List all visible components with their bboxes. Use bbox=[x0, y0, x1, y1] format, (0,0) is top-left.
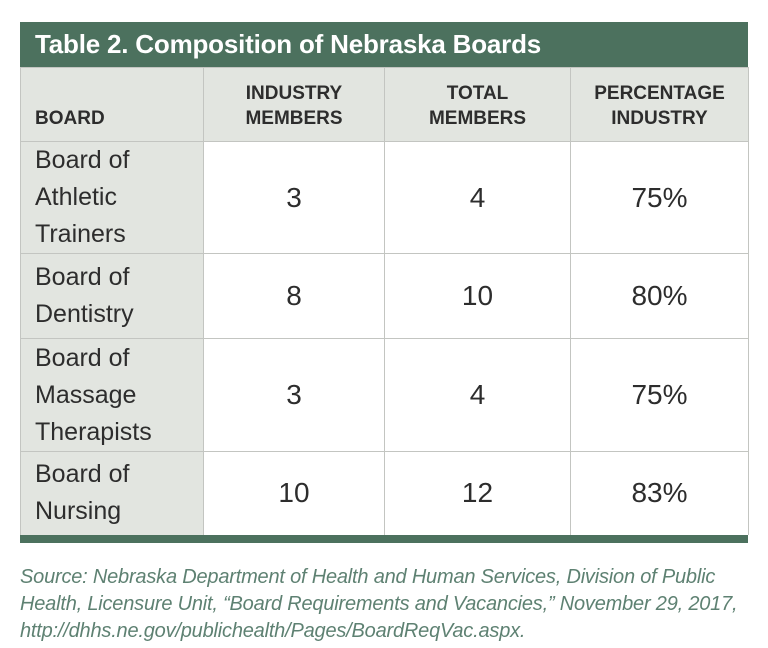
nebraska-boards-table: BOARD INDUSTRY MEMBERS TOTAL MEMBERS PER… bbox=[20, 67, 749, 535]
total-members-cell: 12 bbox=[384, 451, 571, 535]
total-members-cell: 4 bbox=[384, 141, 571, 254]
column-header-board: BOARD bbox=[20, 67, 204, 142]
board-name-cell: Board of Massage Therapists bbox=[20, 338, 204, 452]
table-row: Board of Dentistry 8 10 80% bbox=[20, 253, 749, 339]
percentage-industry-cell: 75% bbox=[570, 338, 749, 452]
column-header-total-members: TOTAL MEMBERS bbox=[384, 67, 571, 142]
industry-members-cell: 3 bbox=[203, 338, 385, 452]
table-title-bar: Table 2. Composition of Nebraska Boards bbox=[20, 22, 748, 67]
table-row: Board of Athletic Trainers 3 4 75% bbox=[20, 141, 749, 254]
table-row: Board of Nursing 10 12 83% bbox=[20, 451, 749, 535]
table-body: Board of Athletic Trainers 3 4 75% Board… bbox=[20, 141, 749, 535]
table-bottom-rule bbox=[20, 534, 748, 543]
column-header-percentage-industry: PERCENTAGE INDUSTRY bbox=[570, 67, 749, 142]
column-header-industry-members: INDUSTRY MEMBERS bbox=[203, 67, 385, 142]
total-members-cell: 10 bbox=[384, 253, 571, 339]
board-name-cell: Board of Athletic Trainers bbox=[20, 141, 204, 254]
header-row: BOARD INDUSTRY MEMBERS TOTAL MEMBERS PER… bbox=[20, 67, 749, 142]
source-note: Source: Nebraska Department of Health an… bbox=[20, 565, 738, 642]
percentage-industry-cell: 80% bbox=[570, 253, 749, 339]
table-row: Board of Massage Therapists 3 4 75% bbox=[20, 338, 749, 452]
table-header: BOARD INDUSTRY MEMBERS TOTAL MEMBERS PER… bbox=[20, 67, 749, 142]
industry-members-cell: 10 bbox=[203, 451, 385, 535]
industry-members-cell: 3 bbox=[203, 141, 385, 254]
board-name-cell: Board of Nursing bbox=[20, 451, 204, 535]
percentage-industry-cell: 83% bbox=[570, 451, 749, 535]
board-name-cell: Board of Dentistry bbox=[20, 253, 204, 339]
table-figure: Table 2. Composition of Nebraska Boards … bbox=[20, 22, 749, 645]
total-members-cell: 4 bbox=[384, 338, 571, 452]
percentage-industry-cell: 75% bbox=[570, 141, 749, 254]
table-title: Table 2. Composition of Nebraska Boards bbox=[35, 29, 542, 59]
industry-members-cell: 8 bbox=[203, 253, 385, 339]
